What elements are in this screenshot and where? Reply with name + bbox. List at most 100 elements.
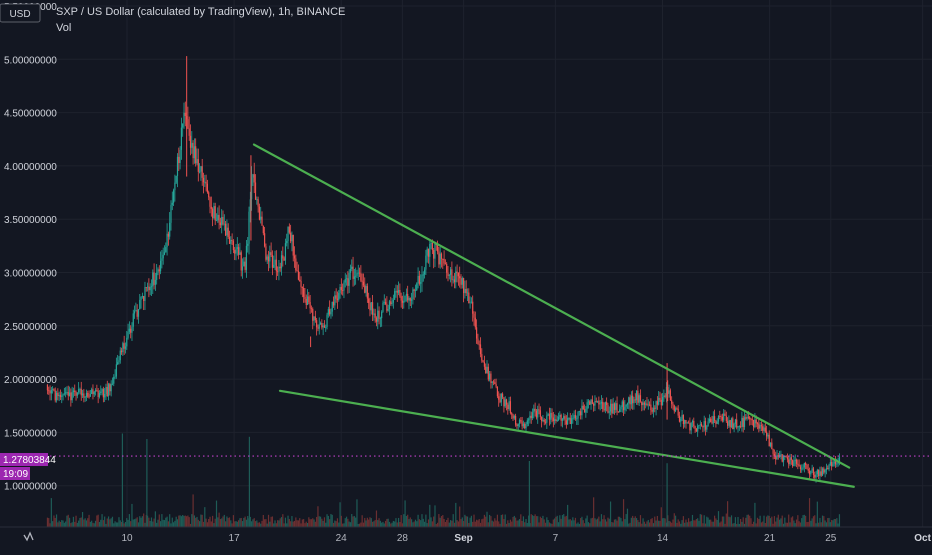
candle-body [280, 255, 283, 269]
trendline-lower[interactable] [278, 389, 855, 488]
candle-body [648, 404, 651, 406]
volume-bar [698, 520, 700, 527]
volume-bar [253, 518, 255, 527]
candle-body [824, 469, 826, 473]
volume-bar [713, 515, 716, 527]
candle-body [504, 399, 506, 407]
candle-body [260, 216, 262, 220]
volume-bar [448, 522, 450, 527]
volume-bar [65, 521, 67, 527]
volume-bar [477, 520, 479, 527]
volume-bar [278, 520, 280, 527]
candle-body [807, 468, 809, 471]
y-tick-label: 1.00000000 [4, 482, 57, 493]
candle-body [92, 389, 94, 395]
volume-bar [663, 517, 665, 527]
volume-bar [669, 521, 671, 527]
candle-body [343, 282, 345, 291]
volume-bar [83, 519, 85, 527]
candle-body [526, 420, 528, 424]
volume-bar [797, 515, 799, 527]
volume-bar [386, 518, 388, 527]
volume-bar [331, 514, 333, 527]
volume-bar [309, 519, 311, 527]
candle-body [513, 415, 515, 419]
candle-body [685, 420, 687, 424]
candle-body [394, 291, 396, 300]
trendline-upper[interactable] [252, 143, 851, 469]
candle-body [810, 470, 812, 475]
candle-body [742, 417, 744, 428]
volume-bar [280, 517, 283, 527]
candle-body [596, 400, 599, 402]
volume-bar [321, 518, 323, 527]
volume-bar [743, 523, 746, 527]
trendlines[interactable] [252, 143, 855, 488]
candle-body [61, 395, 63, 397]
candle-body [551, 412, 553, 418]
candle-body [671, 400, 673, 404]
volume-bar [67, 514, 69, 527]
candle-body [178, 156, 180, 164]
candle-body [358, 272, 361, 274]
volume-bar [257, 522, 259, 527]
volume-bar [84, 518, 86, 527]
currency-badge[interactable]: USD [0, 3, 41, 23]
last-price-badge: 1.27803844 19:09 [0, 453, 56, 480]
x-tick-label: Sep [454, 533, 472, 544]
volume-bar [418, 519, 420, 527]
candle-body [46, 384, 49, 391]
candle-body [781, 454, 783, 462]
last-price-value: 1.27803844 [3, 455, 56, 466]
volume-bar [608, 518, 610, 527]
volume-bar [665, 522, 668, 527]
volume-bar [689, 521, 691, 527]
volume-bar [498, 521, 500, 527]
volume-bar [115, 522, 117, 527]
volume-bar [57, 522, 59, 527]
volume-bar [54, 517, 56, 527]
candle-body [620, 406, 622, 410]
candle-body [586, 402, 588, 409]
volume-bar [222, 516, 224, 527]
volume-bar [703, 515, 705, 527]
volume-bar [212, 515, 214, 527]
candle-body [634, 399, 636, 401]
candle-body [619, 409, 621, 413]
volume-indicator-label[interactable]: Vol [56, 22, 71, 34]
candle-body [273, 264, 275, 268]
volume-bar [72, 516, 75, 527]
candle-body [833, 461, 835, 464]
volume-bar [395, 518, 397, 527]
volume-bar [251, 521, 253, 527]
candle-body [466, 292, 469, 294]
volume-bar [434, 505, 436, 527]
volume-bar [645, 523, 647, 527]
volume-bar [615, 519, 617, 527]
candle-body [98, 393, 101, 397]
volume-bar [188, 517, 190, 527]
candle-body [694, 426, 696, 429]
candle-body [440, 253, 443, 259]
candle-body [719, 416, 721, 417]
candle-body [476, 327, 478, 339]
candle-body [646, 403, 648, 406]
volume-bar [531, 515, 534, 527]
candle-body [780, 454, 782, 456]
candle-body [165, 247, 167, 253]
candle-body [755, 419, 757, 424]
zigzag-icon[interactable] [23, 531, 34, 542]
volume-bar [521, 520, 523, 527]
price-axis[interactable]: 5.500000005.000000004.500000004.00000000… [4, 2, 57, 493]
volume-bar [550, 523, 552, 527]
volume-bar [563, 514, 565, 527]
volume-bar [807, 521, 809, 527]
candle-body [771, 442, 773, 450]
volume-bar [133, 519, 136, 527]
time-axis[interactable]: 10 17 24 28 Sep 7 14 21 25 Oct [0, 526, 932, 544]
candle-body [48, 390, 50, 392]
volume-bar [349, 522, 352, 527]
candle-body [708, 418, 710, 422]
